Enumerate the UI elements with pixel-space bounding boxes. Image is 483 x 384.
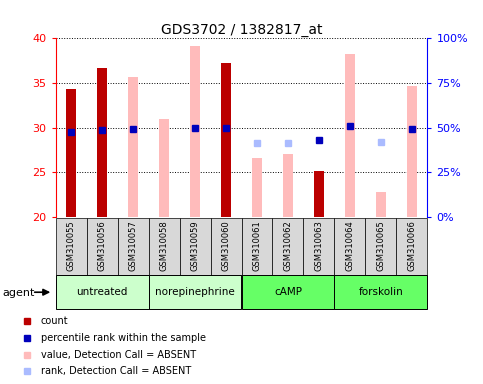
Bar	[180, 218, 211, 275]
Text: GSM310060: GSM310060	[222, 220, 230, 271]
Bar	[334, 275, 427, 309]
Bar	[190, 46, 200, 217]
Bar	[252, 158, 262, 217]
Bar	[56, 218, 86, 275]
Text: agent: agent	[2, 288, 35, 298]
Text: GSM310055: GSM310055	[67, 220, 75, 271]
Bar	[97, 68, 107, 217]
Text: GSM310058: GSM310058	[159, 220, 169, 271]
Bar	[117, 218, 149, 275]
Text: GSM310056: GSM310056	[98, 220, 107, 271]
Text: untreated: untreated	[76, 287, 128, 297]
Bar	[397, 218, 427, 275]
Bar	[149, 218, 180, 275]
Bar	[221, 63, 231, 217]
Bar	[272, 218, 303, 275]
Text: GSM310066: GSM310066	[408, 220, 416, 271]
Text: GSM310062: GSM310062	[284, 220, 293, 271]
Bar	[366, 218, 397, 275]
Text: GSM310061: GSM310061	[253, 220, 261, 271]
Bar	[334, 218, 366, 275]
Text: percentile rank within the sample: percentile rank within the sample	[41, 333, 206, 343]
Text: norepinephrine: norepinephrine	[155, 287, 235, 297]
Text: value, Detection Call = ABSENT: value, Detection Call = ABSENT	[41, 349, 196, 360]
Title: GDS3702 / 1382817_at: GDS3702 / 1382817_at	[161, 23, 322, 37]
Bar	[158, 119, 170, 217]
Text: forskolin: forskolin	[358, 287, 403, 297]
Text: GSM310065: GSM310065	[376, 220, 385, 271]
Text: cAMP: cAMP	[274, 287, 302, 297]
Bar	[86, 218, 117, 275]
Text: GSM310064: GSM310064	[345, 220, 355, 271]
Text: rank, Detection Call = ABSENT: rank, Detection Call = ABSENT	[41, 366, 191, 376]
Bar	[149, 275, 242, 309]
Bar	[303, 218, 334, 275]
Bar	[376, 192, 386, 217]
Text: count: count	[41, 316, 68, 326]
Bar	[242, 275, 334, 309]
Bar	[283, 154, 293, 217]
Bar	[56, 275, 149, 309]
Bar	[211, 218, 242, 275]
Text: GSM310059: GSM310059	[190, 220, 199, 271]
Bar	[344, 55, 355, 217]
Bar	[407, 86, 417, 217]
Bar	[313, 171, 325, 217]
Bar	[128, 77, 139, 217]
Bar	[242, 218, 272, 275]
Bar	[66, 89, 76, 217]
Text: GSM310063: GSM310063	[314, 220, 324, 271]
Text: GSM310057: GSM310057	[128, 220, 138, 271]
